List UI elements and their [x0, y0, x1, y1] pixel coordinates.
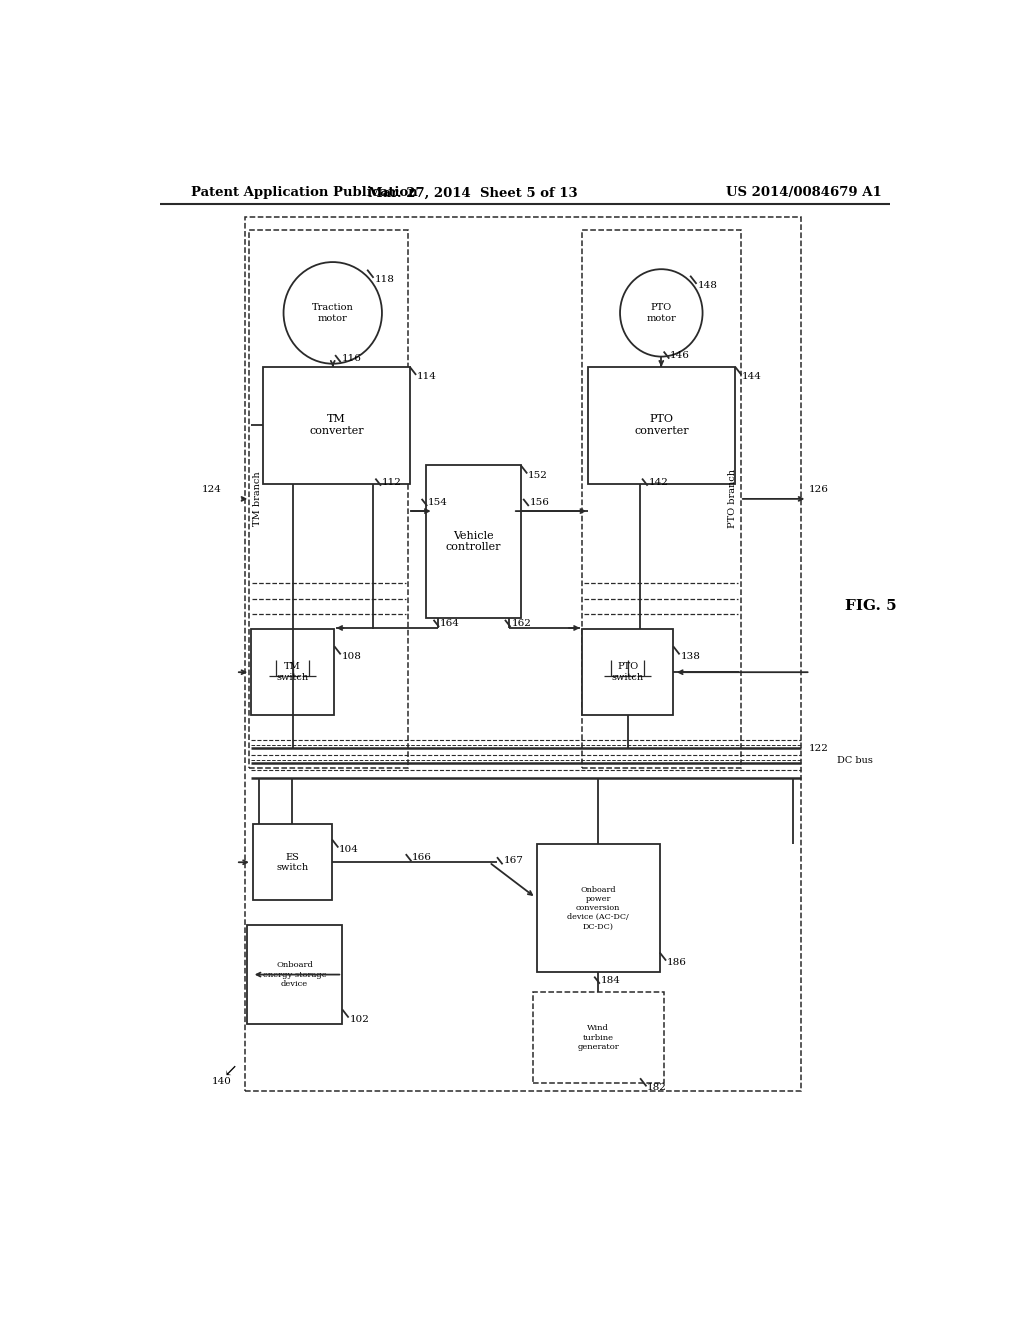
FancyBboxPatch shape: [582, 630, 673, 715]
FancyBboxPatch shape: [263, 367, 410, 483]
Text: 112: 112: [382, 478, 401, 487]
Text: 162: 162: [511, 619, 531, 628]
Text: 104: 104: [339, 845, 359, 854]
Text: Mar. 27, 2014  Sheet 5 of 13: Mar. 27, 2014 Sheet 5 of 13: [369, 186, 578, 199]
Text: 140: 140: [211, 1077, 231, 1086]
Text: 164: 164: [440, 619, 460, 628]
Text: DC bus: DC bus: [837, 755, 872, 764]
Text: TM branch: TM branch: [253, 471, 262, 527]
FancyBboxPatch shape: [251, 630, 334, 715]
Text: 116: 116: [341, 354, 361, 363]
Text: 146: 146: [670, 351, 690, 359]
FancyBboxPatch shape: [537, 845, 659, 972]
Text: 156: 156: [529, 498, 550, 507]
FancyBboxPatch shape: [253, 824, 332, 900]
Text: 144: 144: [742, 372, 762, 381]
Text: PTO
motor: PTO motor: [646, 304, 676, 322]
Text: Traction
motor: Traction motor: [312, 304, 353, 322]
Text: 182: 182: [647, 1084, 667, 1093]
Text: TM
switch: TM switch: [276, 663, 308, 682]
Text: 124: 124: [202, 484, 221, 494]
Ellipse shape: [284, 263, 382, 364]
Text: 186: 186: [667, 958, 687, 966]
FancyBboxPatch shape: [247, 925, 342, 1024]
Text: FIG. 5: FIG. 5: [845, 598, 896, 612]
Text: Onboard
energy storage
device: Onboard energy storage device: [263, 961, 327, 987]
Text: 126: 126: [809, 484, 828, 494]
Text: PTO
converter: PTO converter: [635, 414, 689, 436]
Text: 108: 108: [341, 652, 361, 660]
Text: 184: 184: [601, 975, 621, 985]
Text: 148: 148: [697, 281, 717, 290]
Text: 102: 102: [349, 1015, 370, 1024]
FancyBboxPatch shape: [588, 367, 735, 483]
Text: ↙: ↙: [223, 1063, 238, 1080]
Text: US 2014/0084679 A1: US 2014/0084679 A1: [726, 186, 882, 199]
Text: TM
converter: TM converter: [309, 414, 364, 436]
Text: 154: 154: [428, 498, 447, 507]
Text: 167: 167: [504, 857, 523, 866]
Text: ES
switch: ES switch: [276, 853, 308, 873]
Text: 122: 122: [809, 744, 828, 752]
Ellipse shape: [621, 269, 702, 356]
Text: PTO branch: PTO branch: [728, 470, 737, 528]
Text: PTO
switch: PTO switch: [611, 663, 644, 682]
Text: 152: 152: [528, 471, 548, 479]
Text: 142: 142: [648, 478, 669, 487]
Text: 138: 138: [680, 652, 700, 660]
Text: 166: 166: [412, 853, 432, 862]
Text: Wind
turbine
generator: Wind turbine generator: [578, 1024, 620, 1051]
FancyBboxPatch shape: [426, 466, 521, 618]
Text: Onboard
power
conversion
device (AC-DC/
DC-DC): Onboard power conversion device (AC-DC/ …: [567, 886, 629, 931]
Text: Patent Application Publication: Patent Application Publication: [191, 186, 418, 199]
Text: 114: 114: [417, 372, 437, 381]
Text: 118: 118: [375, 275, 394, 284]
Text: Vehicle
controller: Vehicle controller: [445, 531, 501, 552]
